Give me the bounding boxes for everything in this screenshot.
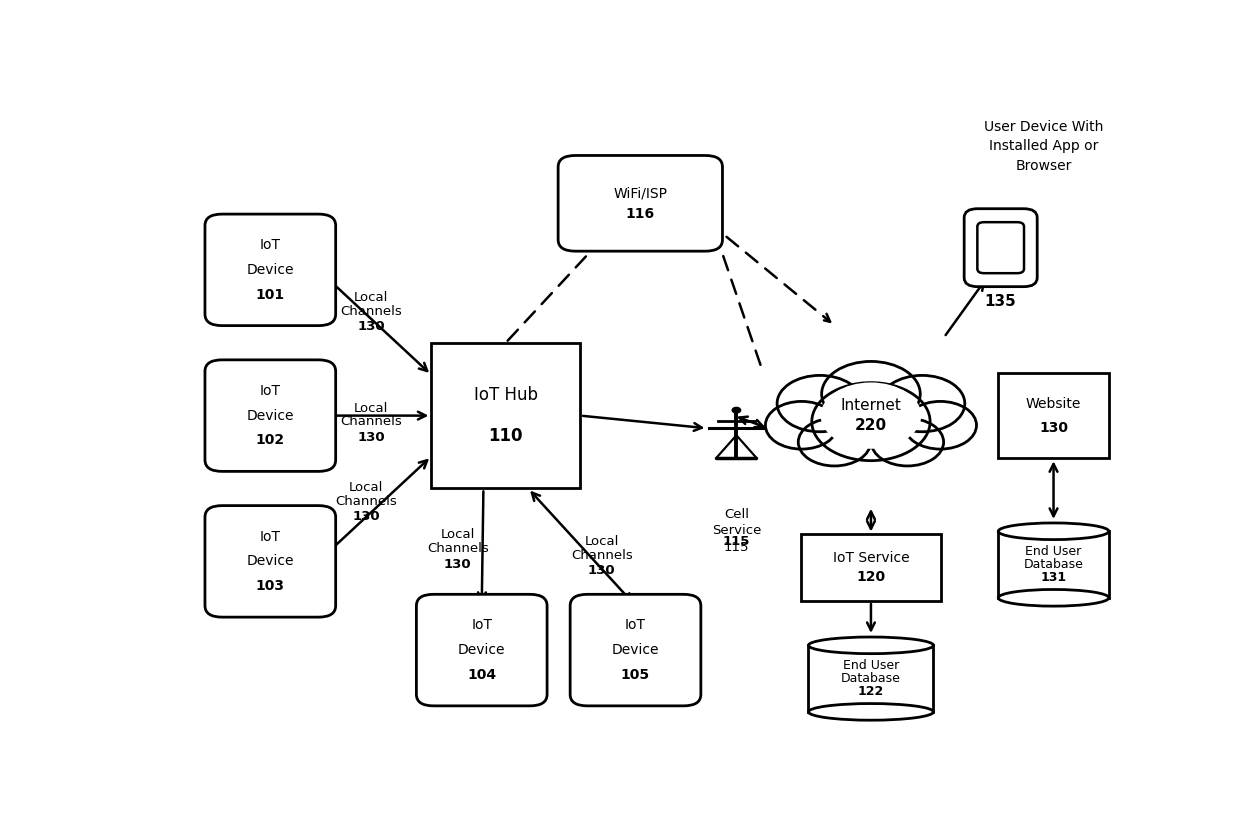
- Text: IoT: IoT: [260, 529, 280, 543]
- Text: Device: Device: [611, 643, 660, 657]
- Text: Local: Local: [585, 535, 619, 547]
- Ellipse shape: [998, 523, 1109, 540]
- Bar: [808, 645, 934, 712]
- Text: IoT: IoT: [260, 238, 280, 252]
- Text: Channels: Channels: [427, 542, 489, 556]
- Circle shape: [872, 418, 944, 466]
- Text: Device: Device: [458, 643, 506, 657]
- FancyBboxPatch shape: [205, 360, 336, 472]
- FancyBboxPatch shape: [558, 156, 723, 251]
- Circle shape: [821, 383, 921, 449]
- FancyBboxPatch shape: [205, 505, 336, 617]
- Text: 130: 130: [352, 510, 381, 523]
- Text: Device: Device: [247, 555, 294, 569]
- Text: IoT: IoT: [260, 384, 280, 398]
- Text: Local: Local: [350, 481, 383, 494]
- Text: Device: Device: [247, 408, 294, 423]
- Circle shape: [777, 375, 863, 432]
- Circle shape: [765, 402, 838, 449]
- Circle shape: [879, 375, 965, 432]
- Circle shape: [732, 407, 740, 413]
- Text: IoT: IoT: [625, 618, 646, 632]
- Text: 130: 130: [357, 320, 386, 332]
- Text: User Device With
Installed App or
Browser: User Device With Installed App or Browse…: [985, 120, 1104, 173]
- Text: 220: 220: [854, 418, 887, 433]
- Text: Channels: Channels: [570, 549, 632, 561]
- Text: Local: Local: [355, 402, 388, 415]
- FancyBboxPatch shape: [570, 594, 701, 706]
- Text: Database: Database: [841, 672, 901, 685]
- Text: Channels: Channels: [340, 416, 402, 429]
- Text: Channels: Channels: [336, 495, 397, 508]
- Circle shape: [904, 402, 976, 449]
- Text: 131: 131: [1040, 571, 1066, 584]
- Text: 130: 130: [444, 557, 471, 570]
- Circle shape: [822, 361, 920, 426]
- Text: 115: 115: [723, 535, 750, 548]
- Text: 104: 104: [467, 668, 496, 682]
- Text: Cell
Service
115: Cell Service 115: [712, 508, 761, 554]
- Text: WiFi/ISP: WiFi/ISP: [614, 186, 667, 200]
- FancyBboxPatch shape: [965, 209, 1037, 286]
- FancyBboxPatch shape: [205, 214, 336, 326]
- Circle shape: [799, 418, 870, 466]
- Text: 130: 130: [357, 430, 386, 444]
- Text: 102: 102: [255, 434, 285, 448]
- Bar: [998, 532, 1109, 597]
- Text: IoT Service: IoT Service: [832, 551, 909, 565]
- Text: 130: 130: [1039, 421, 1068, 435]
- Text: End User: End User: [843, 659, 899, 672]
- Text: 103: 103: [255, 579, 285, 593]
- FancyBboxPatch shape: [417, 594, 547, 706]
- Text: Device: Device: [247, 263, 294, 277]
- Text: Internet: Internet: [841, 398, 901, 413]
- Text: 110: 110: [489, 427, 523, 445]
- Text: Website: Website: [1025, 397, 1081, 411]
- Bar: [432, 342, 580, 489]
- Bar: [998, 373, 1109, 458]
- Ellipse shape: [998, 589, 1109, 606]
- FancyBboxPatch shape: [977, 222, 1024, 273]
- Text: 120: 120: [857, 570, 885, 584]
- Circle shape: [812, 383, 930, 461]
- Text: 105: 105: [621, 668, 650, 682]
- Text: Local: Local: [440, 528, 475, 542]
- Text: Local: Local: [355, 291, 388, 304]
- Text: 130: 130: [588, 564, 616, 577]
- Text: 122: 122: [858, 685, 884, 698]
- Text: IoT Hub: IoT Hub: [474, 386, 538, 404]
- Text: 101: 101: [255, 288, 285, 302]
- Text: 135: 135: [985, 294, 1017, 309]
- Text: 116: 116: [626, 207, 655, 221]
- Ellipse shape: [808, 704, 934, 720]
- Text: IoT: IoT: [471, 618, 492, 632]
- Ellipse shape: [808, 637, 934, 653]
- Text: Channels: Channels: [340, 305, 402, 318]
- Bar: [801, 534, 941, 601]
- Text: End User: End User: [1025, 545, 1081, 558]
- Text: Database: Database: [1023, 558, 1084, 571]
